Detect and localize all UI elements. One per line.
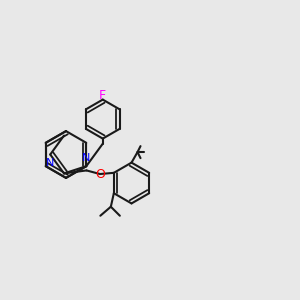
Text: N: N bbox=[82, 153, 91, 163]
Text: N: N bbox=[46, 158, 54, 168]
Text: F: F bbox=[99, 88, 106, 102]
Text: O: O bbox=[95, 167, 105, 181]
